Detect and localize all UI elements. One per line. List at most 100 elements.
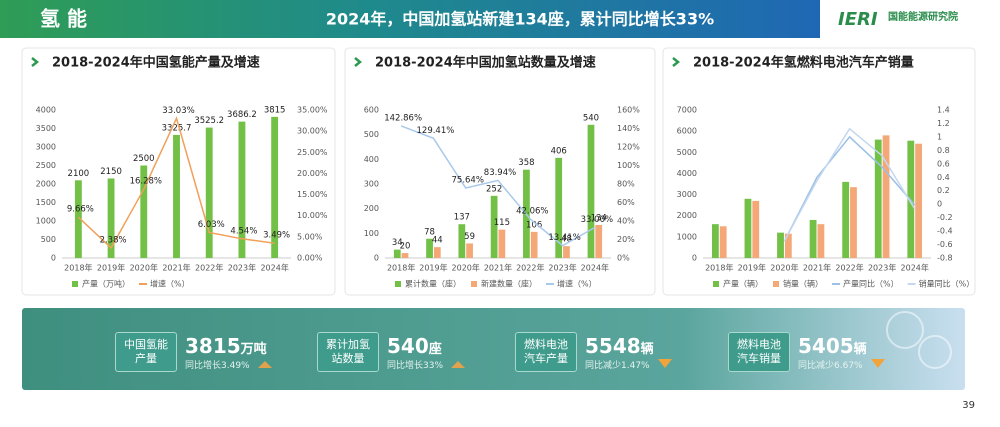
x-tick-label: 2022年	[195, 263, 223, 273]
y-tick-label: 4000	[36, 106, 56, 115]
x-tick-label: 2022年	[516, 263, 544, 273]
stat-label: 累计加氢站数量	[317, 332, 379, 372]
y-tick-label: 0	[51, 254, 56, 263]
y2-tick-label: 20%	[617, 235, 635, 244]
bar-value-label: 20	[400, 242, 411, 252]
bar-value-label: 59	[464, 232, 475, 242]
legend-swatch	[72, 281, 78, 287]
panel	[662, 47, 976, 296]
stat-card: 燃料电池汽车销量 5405辆 同比减少6.67%	[728, 326, 885, 378]
y-tick-label: 2000	[677, 211, 697, 220]
decor-bubble	[918, 335, 952, 369]
stat-card: 累计加氢站数量 540座 同比增长33%	[317, 326, 466, 378]
bar	[874, 139, 882, 258]
y2-tick-label: 100%	[617, 161, 640, 170]
stat-value: 540	[387, 333, 429, 358]
x-tick-label: 2021年	[484, 263, 512, 273]
y-tick-label: 400	[364, 155, 379, 164]
y2-tick-label: 5.00%	[297, 232, 323, 241]
x-tick-label: 2024年	[581, 263, 609, 273]
stat-unit: 辆	[853, 341, 867, 357]
bar	[744, 198, 752, 258]
bar	[711, 224, 719, 258]
chart-title: 2018-2024年氢燃料电池汽车产销量	[693, 55, 914, 71]
stat-card: 中国氢能产量 3815万吨 同比增长3.49%	[115, 326, 272, 378]
y-tick-label: 100	[364, 229, 379, 238]
y2-tick-label: 140%	[617, 124, 640, 133]
y2-tick-label: 1.4	[937, 106, 950, 115]
bar-value-label: 34	[392, 238, 403, 248]
title-chevron	[672, 57, 681, 67]
bar-value-label: 406	[551, 146, 567, 156]
legend-label: 增速（%）	[557, 279, 597, 289]
panel	[344, 47, 656, 296]
stat-value: 5405	[798, 333, 854, 358]
y2-tick-label: 60%	[617, 198, 635, 207]
bar	[498, 229, 506, 258]
x-tick-label: 2018年	[705, 263, 733, 273]
y-tick-label: 500	[364, 130, 379, 139]
bar	[587, 124, 595, 258]
bar	[842, 181, 850, 258]
stat-value: 3815	[185, 333, 241, 358]
line	[400, 125, 596, 247]
legend-label: 产量（万吨）	[82, 279, 130, 289]
bar	[238, 121, 246, 259]
y2-tick-label: 10.00%	[297, 211, 328, 220]
logo-name: 国能能源研究院	[888, 10, 958, 23]
y2-tick-label: 120%	[617, 143, 640, 152]
x-tick-label: 2021年	[162, 263, 190, 273]
stat-unit: 座	[428, 341, 442, 357]
y2-tick-label: 20.00%	[297, 169, 328, 178]
x-tick-label: 2022年	[835, 263, 863, 273]
bar	[107, 178, 115, 258]
chart-title: 2018-2024年中国加氢站数量及增速	[375, 55, 596, 71]
y2-tick-label: 0%	[617, 254, 630, 263]
y2-tick-label: 15.00%	[297, 190, 328, 199]
line-value-label: 142.86%	[384, 113, 422, 123]
bar	[915, 143, 923, 258]
stat-change: 同比增长33%	[387, 360, 444, 371]
bar	[752, 200, 760, 258]
bar-value-label: 115	[494, 218, 510, 228]
line	[783, 135, 916, 242]
y-tick-label: 300	[364, 180, 379, 189]
line-value-label: 2.38%	[100, 235, 127, 245]
bar	[850, 187, 857, 258]
y-tick-label: 1000	[677, 232, 697, 241]
y-tick-label: 2000	[36, 180, 56, 189]
stat-card: 燃料电池汽车产量 5548辆 同比减少1.47%	[515, 326, 672, 378]
down-arrow	[870, 358, 885, 368]
y2-tick-label: 35.00%	[297, 106, 328, 115]
bar	[433, 247, 441, 258]
section-title: 氢 能	[40, 7, 87, 31]
y2-tick-label: 80%	[617, 180, 635, 189]
stat-unit: 辆	[640, 341, 654, 357]
bar-value-label: 2150	[100, 167, 122, 177]
stat-value: 5548	[585, 333, 641, 358]
y2-tick-label: 0.8	[937, 146, 950, 155]
x-tick-label: 2024年	[260, 263, 288, 273]
header-band	[0, 0, 820, 38]
bar	[784, 233, 792, 258]
line-value-label: 6.03%	[198, 220, 225, 230]
line-value-label: 33.03%	[162, 106, 194, 116]
bar-value-label: 3815	[264, 105, 286, 115]
title-chevron	[31, 57, 40, 67]
bar	[140, 165, 148, 258]
line-value-label: 75.64%	[452, 176, 484, 186]
stat-body: 5548辆 同比减少1.47%	[585, 334, 672, 371]
y2-tick-label: 0.6	[937, 159, 950, 168]
up-arrow	[451, 360, 466, 368]
bar-value-label: 3525.2	[194, 116, 224, 126]
x-tick-label: 2019年	[738, 263, 766, 273]
bar	[882, 135, 890, 258]
bar-value-label: 78	[424, 227, 435, 237]
y2-tick-label: -0.6	[937, 240, 953, 249]
x-tick-label: 2019年	[419, 263, 447, 273]
legend-label: 产量同比（%）	[843, 279, 899, 289]
x-tick-label: 2019年	[97, 263, 125, 273]
y2-tick-label: 30.00%	[297, 127, 328, 136]
y2-tick-label: -0.4	[937, 227, 953, 236]
